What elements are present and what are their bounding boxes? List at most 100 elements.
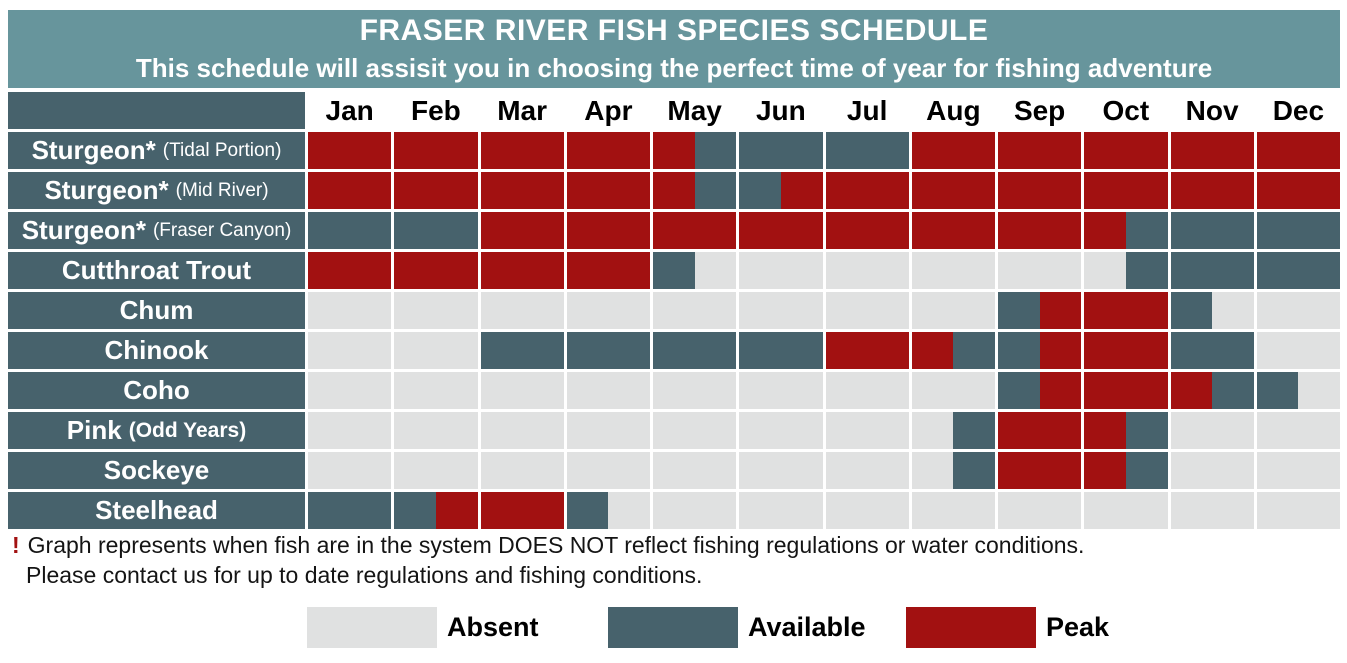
month-header-cells: Jan Feb Mar Apr May Jun Jul Aug Sep Oct Nov Dec — [305, 92, 1340, 129]
month-cell-aug — [911, 132, 995, 169]
schedule-cell-sturgeon-feb-h1 — [394, 132, 436, 169]
month-cell-jul — [825, 172, 909, 209]
schedule-cell-coho-may-h1 — [653, 372, 695, 409]
schedule-cells — [305, 412, 1340, 449]
schedule-cell-pink-nov-h1 — [1170, 412, 1213, 449]
schedule-cell-chum-oct-h1 — [1084, 292, 1126, 329]
month-cell-apr — [566, 412, 650, 449]
month-cell-mar — [480, 172, 564, 209]
schedule-cell-coho-mar-h2 — [522, 372, 564, 409]
schedule-cell-steelhead-jun-h1 — [739, 492, 781, 529]
month-cell-jan — [308, 492, 392, 529]
schedule-cell-chum-oct-h2 — [1125, 292, 1168, 329]
month-cell-jun — [739, 412, 823, 449]
month-cell-feb — [394, 372, 478, 409]
schedule-cell-cutthroat-trout-aug-h2 — [953, 252, 995, 289]
month-cell-apr — [566, 132, 650, 169]
schedule-cell-sockeye-nov-h2 — [1212, 452, 1254, 489]
month-cell-jul — [825, 372, 909, 409]
month-cell-apr — [566, 452, 650, 489]
month-cell-sep — [998, 212, 1082, 249]
month-cell-nov — [1170, 452, 1254, 489]
schedule-cell-sturgeon-sep-h1 — [998, 132, 1040, 169]
schedule-cell-sturgeon-dec-h2 — [1298, 132, 1340, 169]
month-cell-jan — [308, 212, 392, 249]
month-cell-mar — [480, 252, 564, 289]
schedule-cell-cutthroat-trout-mar-h1 — [480, 252, 523, 289]
month-cell-jul — [825, 412, 909, 449]
schedule-cell-sturgeon-jun-h2 — [780, 212, 823, 249]
schedule-cell-chinook-oct-h1 — [1084, 332, 1126, 369]
month-cell-oct — [1084, 172, 1168, 209]
month-cell-aug — [911, 332, 995, 369]
schedule-cell-sturgeon-apr-h1 — [566, 132, 609, 169]
month-cell-aug — [911, 252, 995, 289]
schedule-cell-pink-apr-h1 — [566, 412, 609, 449]
month-cell-jul — [825, 292, 909, 329]
schedule-cell-pink-oct-h1 — [1084, 412, 1126, 449]
month-cell-apr — [566, 292, 650, 329]
schedule-cell-cutthroat-trout-jul-h2 — [867, 252, 909, 289]
schedule-cell-sturgeon-feb-h2 — [435, 172, 478, 209]
month-cell-mar — [480, 332, 564, 369]
month-header-apr: Apr — [566, 92, 650, 129]
month-cell-oct — [1084, 132, 1168, 169]
schedule-cell-pink-may-h2 — [694, 412, 737, 449]
species-name: Sturgeon* — [44, 175, 169, 205]
month-cell-aug — [911, 172, 995, 209]
schedule-cell-coho-dec-h2 — [1298, 372, 1340, 409]
schedule-cell-steelhead-jul-h1 — [825, 492, 868, 529]
schedule-cell-sturgeon-may-h2 — [694, 132, 737, 169]
month-cell-aug — [911, 412, 995, 449]
schedule-cell-chinook-jan-h1 — [308, 332, 350, 369]
schedule-cell-chinook-jul-h1 — [825, 332, 868, 369]
schedule-cell-steelhead-jul-h2 — [867, 492, 909, 529]
schedule-cell-cutthroat-trout-may-h2 — [694, 252, 737, 289]
month-cell-mar — [480, 452, 564, 489]
month-cell-jul — [825, 452, 909, 489]
month-cell-dec — [1256, 212, 1340, 249]
schedule-cell-coho-feb-h2 — [435, 372, 478, 409]
schedule-cell-sturgeon-jun-h1 — [739, 132, 781, 169]
month-cell-sep — [998, 292, 1082, 329]
month-cell-dec — [1256, 492, 1340, 529]
schedule-cell-chum-mar-h2 — [522, 292, 564, 329]
month-header-jul: Jul — [825, 92, 909, 129]
schedule-cell-sturgeon-nov-h1 — [1170, 212, 1213, 249]
schedule-cell-sturgeon-nov-h2 — [1212, 212, 1254, 249]
month-cell-jan — [308, 172, 392, 209]
schedule-cell-cutthroat-trout-nov-h1 — [1170, 252, 1213, 289]
footnote-line-2: Please contact us for up to date regulat… — [26, 562, 703, 588]
schedule-cell-chum-apr-h2 — [608, 292, 650, 329]
month-cell-jun — [739, 172, 823, 209]
schedule-cell-sockeye-may-h1 — [653, 452, 695, 489]
schedule-cell-coho-nov-h2 — [1212, 372, 1254, 409]
schedule-cell-sturgeon-mar-h2 — [522, 132, 564, 169]
month-cell-nov — [1170, 132, 1254, 169]
row-label-sturgeon-tidal-portion: Sturgeon* (Tidal Portion) — [8, 132, 305, 169]
schedule-cell-chum-aug-h1 — [911, 292, 954, 329]
schedule-cell-pink-sep-h1 — [998, 412, 1040, 449]
month-cell-oct — [1084, 412, 1168, 449]
month-cell-feb — [394, 252, 478, 289]
schedule-cell-coho-nov-h1 — [1170, 372, 1213, 409]
schedule-cell-sturgeon-apr-h2 — [608, 212, 650, 249]
legend-swatch-available — [608, 606, 738, 648]
month-cell-jun — [739, 332, 823, 369]
schedule-cell-chum-dec-h2 — [1298, 292, 1340, 329]
month-cell-may — [653, 492, 737, 529]
schedule-cell-pink-apr-h2 — [608, 412, 650, 449]
month-cell-may — [653, 452, 737, 489]
schedule-cell-steelhead-nov-h2 — [1212, 492, 1254, 529]
month-cell-jun — [739, 132, 823, 169]
schedule-cell-steelhead-feb-h1 — [394, 492, 436, 529]
schedule-cell-chum-feb-h1 — [394, 292, 436, 329]
schedule-cell-coho-jan-h1 — [308, 372, 350, 409]
month-cell-feb — [394, 292, 478, 329]
schedule-cell-chinook-nov-h1 — [1170, 332, 1213, 369]
schedule-cell-pink-nov-h2 — [1212, 412, 1254, 449]
schedule-cell-pink-feb-h2 — [435, 412, 478, 449]
month-cell-apr — [566, 372, 650, 409]
legend-label-peak: Peak — [1046, 611, 1110, 642]
schedule-cell-sockeye-aug-h2 — [953, 452, 995, 489]
